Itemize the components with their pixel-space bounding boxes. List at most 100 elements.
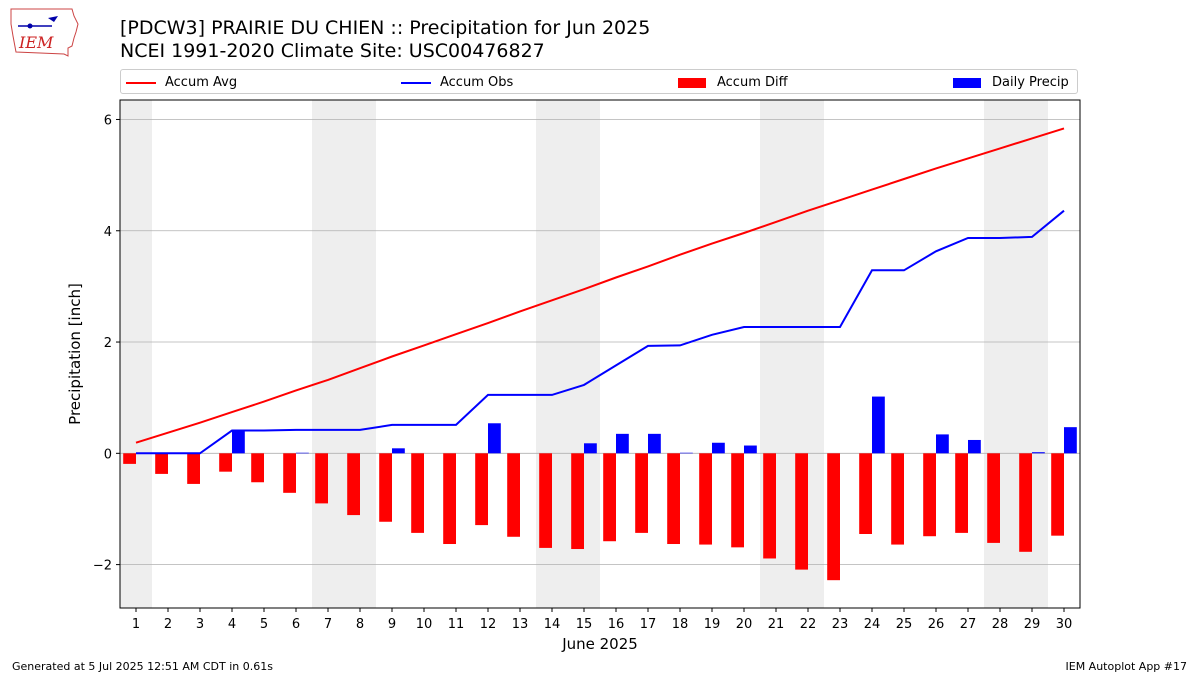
- legend-swatch-daily-precip: [953, 77, 981, 88]
- weekend-band-8: [344, 100, 376, 608]
- x-tick-label: 17: [640, 617, 657, 632]
- x-tick-label: 20: [736, 617, 753, 632]
- x-tick-label: 27: [960, 617, 977, 632]
- accum-diff-bar: [251, 453, 264, 483]
- logo-bird: [48, 16, 58, 22]
- accum-diff-bar: [475, 453, 488, 526]
- accum-diff-bar: [827, 453, 840, 581]
- legend-item-daily-precip: Daily Precip: [953, 70, 1069, 95]
- x-tick-label: 30: [1056, 617, 1073, 632]
- accum-diff-bar: [1051, 453, 1064, 536]
- legend-label-accum-obs: Accum Obs: [440, 75, 514, 90]
- accum-diff-bar: [411, 453, 424, 533]
- daily-precip-bar: [488, 423, 501, 454]
- x-tick-label: 22: [800, 617, 817, 632]
- daily-precip-bar: [296, 452, 309, 454]
- accum-diff-bar: [507, 453, 520, 537]
- accum-diff-bar: [283, 453, 296, 493]
- accum-diff-bar: [603, 453, 616, 542]
- weekend-band-7: [312, 100, 344, 608]
- y-axis-label: Precipitation [inch]: [66, 283, 84, 425]
- legend-swatch-accum-diff: [678, 77, 706, 88]
- accum-diff-bar: [539, 453, 552, 548]
- daily-precip-bar: [584, 443, 597, 454]
- iowa-outline-shape: [10, 8, 79, 57]
- x-tick-label: 14: [544, 617, 561, 632]
- legend-label-accum-diff: Accum Diff: [717, 75, 788, 90]
- legend-item-accum-avg: Accum Avg: [126, 70, 237, 95]
- x-axis-label: June 2025: [561, 635, 638, 653]
- y-tick-label: 0: [104, 447, 112, 462]
- accum-diff-bar: [219, 453, 232, 472]
- accum-diff-bar: [123, 453, 136, 464]
- legend-label-accum-avg: Accum Avg: [165, 75, 238, 90]
- accum-diff-bar: [859, 453, 872, 534]
- accum-diff-bar: [667, 453, 680, 545]
- logo-dot: [27, 23, 33, 29]
- x-tick-label: 26: [928, 617, 945, 632]
- x-axis-ticks: 1 2 3 4 5 6 7 8 9 10 11 12 13 14 15 16 17 18 19 20 21 22 23 24 2…: [132, 608, 1072, 632]
- x-tick-label: 2: [164, 617, 172, 632]
- legend-item-accum-diff: Accum Diff: [678, 70, 788, 95]
- y-axis-ticks: −2 0 2 4 6: [93, 113, 120, 574]
- daily-precip-bar: [392, 448, 405, 454]
- legend-label-daily-precip: Daily Precip: [992, 75, 1069, 90]
- accum-diff-bar: [347, 453, 360, 516]
- daily-precip-bar: [872, 396, 885, 454]
- x-tick-label: 23: [832, 617, 849, 632]
- daily-precip-bar: [1032, 452, 1045, 454]
- legend-swatch-accum-avg: [126, 81, 156, 84]
- x-tick-label: 13: [512, 617, 529, 632]
- accum-diff-bar: [443, 453, 456, 545]
- logo-text: IEM: [18, 33, 54, 52]
- footer-app: IEM Autoplot App #17: [1065, 660, 1188, 673]
- accum-diff-bar: [731, 453, 744, 548]
- x-tick-label: 3: [196, 617, 204, 632]
- x-tick-label: 5: [260, 617, 268, 632]
- daily-precip-bar: [680, 452, 693, 454]
- accum-diff-bar: [987, 453, 1000, 543]
- x-tick-label: 21: [768, 617, 785, 632]
- x-tick-label: 25: [896, 617, 913, 632]
- x-tick-label: 24: [864, 617, 881, 632]
- accum-diff-bar: [379, 453, 392, 522]
- x-tick-label: 4: [228, 617, 236, 632]
- daily-precip-bar: [744, 445, 757, 454]
- grid-lines: [120, 119, 1080, 566]
- accum-diff-bar: [955, 453, 968, 533]
- chart-legend: Accum Avg Accum Obs Accum Diff Daily Pre…: [120, 69, 1078, 94]
- x-tick-label: 11: [448, 617, 465, 632]
- x-tick-label: 19: [704, 617, 721, 632]
- x-tick-label: 15: [576, 617, 593, 632]
- x-tick-label: 7: [324, 617, 332, 632]
- legend-swatch-accum-obs: [401, 81, 431, 84]
- accum-diff-bar: [187, 453, 200, 484]
- x-tick-label: 6: [292, 617, 300, 632]
- accum-diff-bar: [795, 453, 808, 570]
- daily-precip-bar: [616, 433, 629, 454]
- accum-diff-bar: [891, 453, 904, 545]
- accum-diff-bar: [699, 453, 712, 545]
- x-tick-label: 29: [1024, 617, 1041, 632]
- x-tick-label: 10: [416, 617, 433, 632]
- x-tick-label: 8: [356, 617, 364, 632]
- accum-diff-bar: [155, 453, 168, 474]
- x-tick-label: 18: [672, 617, 689, 632]
- accum-diff-bar: [571, 453, 584, 550]
- plot-frame: [119, 99, 1081, 609]
- accum-diff-bar: [1019, 453, 1032, 552]
- daily-precip-bar: [936, 434, 949, 454]
- legend-item-accum-obs: Accum Obs: [401, 70, 513, 95]
- chart-subtitle: NCEI 1991-2020 Climate Site: USC00476827: [120, 40, 545, 62]
- y-tick-label: −2: [93, 559, 112, 574]
- daily-precip-bar: [712, 442, 725, 454]
- accum-obs-line: [136, 209, 1065, 455]
- iem-logo: IEM: [10, 8, 79, 57]
- accum-diff-bar: [315, 453, 328, 504]
- lines: [135, 127, 1065, 455]
- footer-generated: Generated at 5 Jul 2025 12:51 AM CDT in …: [12, 660, 273, 673]
- accum-diff-bar: [923, 453, 936, 537]
- y-tick-label: 2: [104, 336, 112, 351]
- bars: [123, 396, 1077, 581]
